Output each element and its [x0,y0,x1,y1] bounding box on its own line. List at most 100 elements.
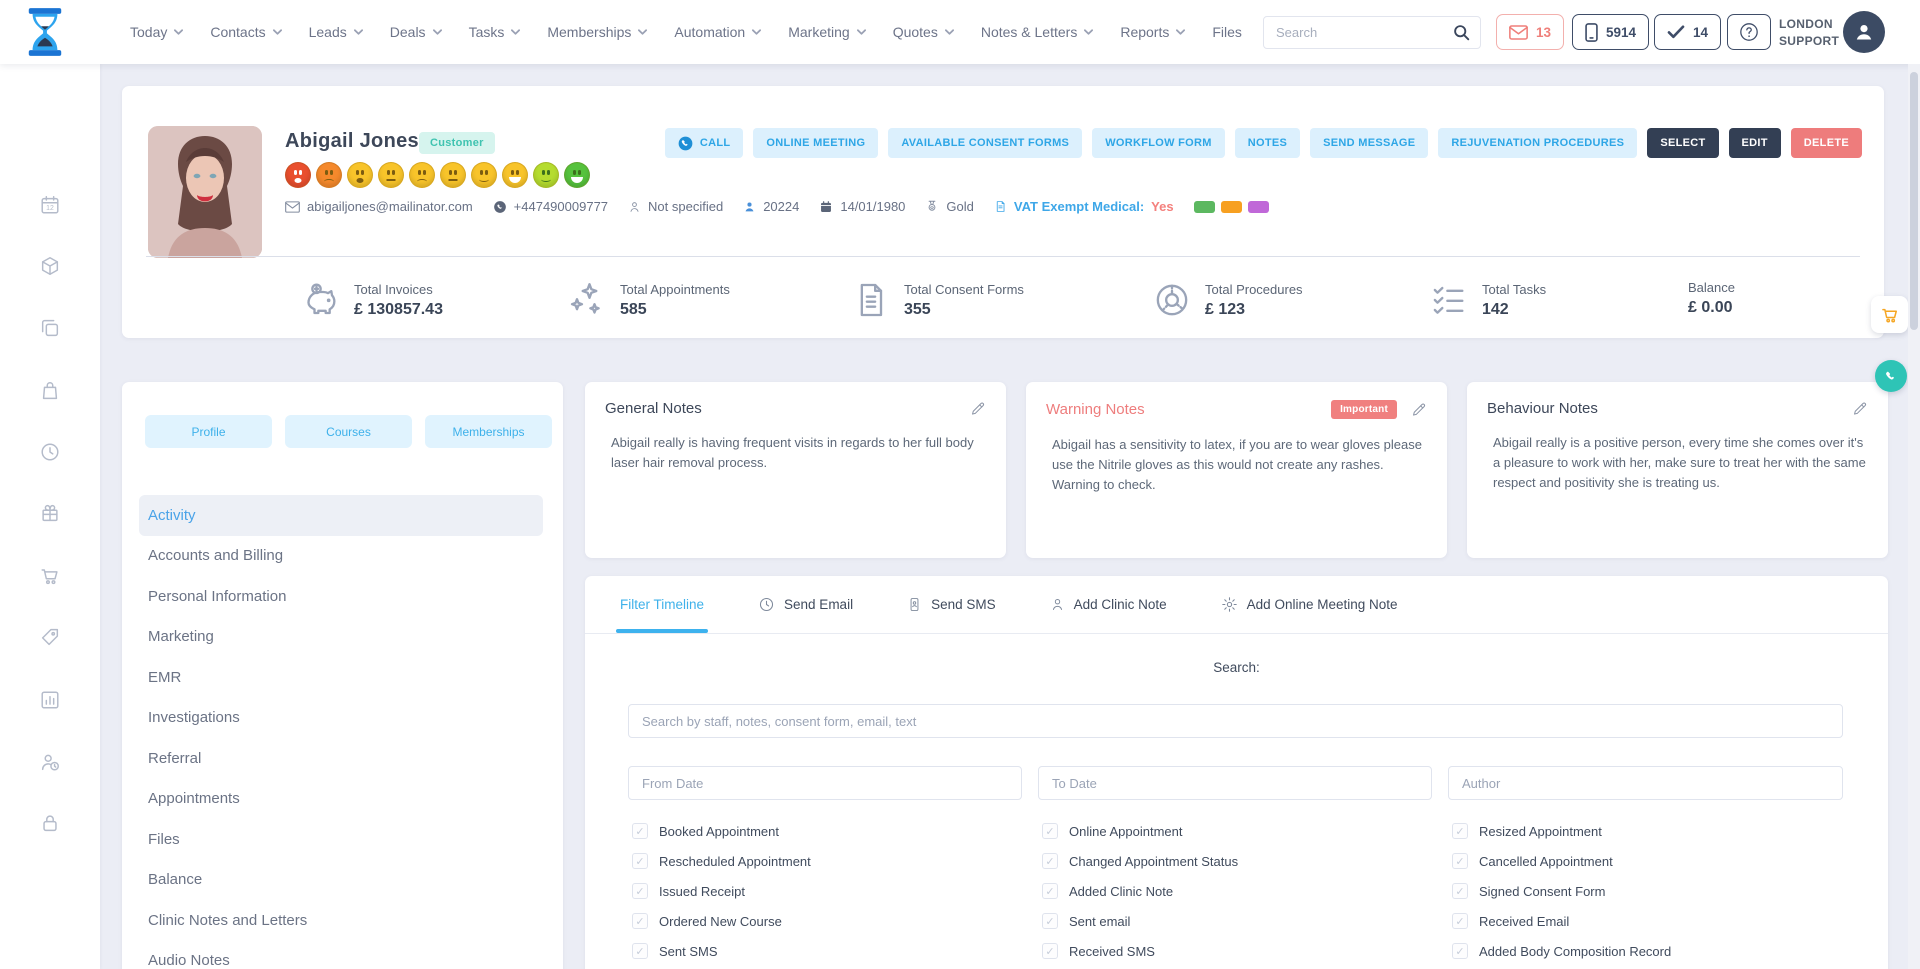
tasks-badge[interactable]: 14 [1654,14,1722,50]
page-scrollbar[interactable] [1908,64,1920,969]
search-button[interactable] [1442,17,1480,48]
cart-icon[interactable] [39,565,61,587]
tab-profile[interactable]: Profile [145,415,272,448]
tab-memberships[interactable]: Memberships [425,415,552,448]
mood-emoji-4[interactable] [378,162,404,188]
lock-icon[interactable] [39,812,61,834]
send-message-button[interactable]: SEND MESSAGE [1310,128,1429,158]
available-consent-forms-button[interactable]: AVAILABLE CONSENT FORMS [888,128,1083,158]
menu-item-referral[interactable]: Referral [148,749,202,767]
rejuvenation-procedures-button[interactable]: REJUVENATION PROCEDURES [1438,128,1638,158]
mood-emoji-1[interactable] [285,162,311,188]
mood-emoji-5[interactable] [409,162,435,188]
menu-item-clinic-notes-and-letters[interactable]: Clinic Notes and Letters [148,911,308,929]
package-icon[interactable] [39,255,61,277]
floating-call-button[interactable] [1875,360,1907,392]
filter-checkbox[interactable]: ✓ Sent SMS [632,936,811,966]
profile-photo[interactable] [148,126,262,258]
tag-chip-purple[interactable] [1247,200,1269,213]
tab-courses[interactable]: Courses [285,415,412,448]
nav-item-tasks[interactable]: Tasks [469,24,521,40]
shopping-bag-icon[interactable] [39,380,61,402]
help-badge[interactable] [1727,14,1771,50]
floating-cart-button[interactable] [1871,296,1908,333]
calendar-icon[interactable]: 12 [39,194,61,216]
menu-item-audio-notes[interactable]: Audio Notes [148,952,230,969]
tab-send-email[interactable]: Send Email [758,576,853,633]
email-field[interactable]: abigailjones@mailinator.com [285,199,473,214]
client-id-field[interactable]: 20224 [743,199,799,214]
mood-emoji-7[interactable] [471,162,497,188]
gender-field[interactable]: Not specified [628,199,723,214]
messages-badge[interactable]: 13 [1496,14,1565,50]
user-clock-icon[interactable] [39,751,61,773]
tier-field[interactable]: Gold [925,199,974,214]
tab-add-clinic-note[interactable]: Add Clinic Note [1050,576,1167,633]
dob-field[interactable]: 14/01/1980 [819,199,905,214]
menu-item-files[interactable]: Files [148,830,180,848]
filter-checkbox[interactable]: ✓ Issued Receipt [632,876,811,906]
edit-pencil-icon[interactable] [970,401,986,417]
scrollbar-thumb[interactable] [1910,72,1918,330]
filter-checkbox[interactable]: ✓ Changed Appointment Status [1042,846,1238,876]
menu-item-emr[interactable]: EMR [148,668,182,686]
menu-item-marketing[interactable]: Marketing [148,628,214,646]
mood-emoji-2[interactable] [316,162,342,188]
edit-pencil-icon[interactable] [1852,401,1868,417]
filter-checkbox[interactable]: ✓ Cancelled Appointment [1452,846,1671,876]
menu-item-balance[interactable]: Balance [148,871,203,889]
phone-field[interactable]: +447490009777 [493,199,608,214]
filter-checkbox[interactable]: ✓ Online Appointment [1042,816,1238,846]
delete-button[interactable]: DELETE [1790,128,1862,158]
mood-emoji-10[interactable] [564,162,590,188]
filter-checkbox[interactable]: ✓ Booked Appointment [632,816,811,846]
nav-item-quotes[interactable]: Quotes [893,24,954,40]
nav-item-deals[interactable]: Deals [390,24,442,40]
edit-pencil-icon[interactable] [1411,402,1427,418]
notes-button[interactable]: NOTES [1234,128,1301,158]
filter-checkbox[interactable]: ✓ Resized Appointment [1452,816,1671,846]
nav-item-today[interactable]: Today [130,24,184,40]
menu-item-accounts-and-billing[interactable]: Accounts and Billing [148,547,284,565]
filter-checkbox[interactable]: ✓ Rescheduled Appointment [632,846,811,876]
menu-item-investigations[interactable]: Investigations [148,709,240,727]
tab-add-online-meeting-note[interactable]: Add Online Meeting Note [1221,576,1398,633]
tab-send-sms[interactable]: Send SMS [907,576,996,633]
filter-checkbox[interactable]: ✓ Received Email [1452,906,1671,936]
author-input[interactable] [1448,766,1843,800]
online-meeting-button[interactable]: ONLINE MEETING [753,128,879,158]
nav-item-leads[interactable]: Leads [309,24,363,40]
nav-item-files[interactable]: Files [1212,24,1242,40]
tag-chip-orange[interactable] [1220,200,1242,213]
tag-chip-green[interactable] [1193,200,1215,213]
mood-emoji-9[interactable] [533,162,559,188]
filter-checkbox[interactable]: ✓ Signed Consent Form [1452,876,1671,906]
workflow-form-button[interactable]: WORKFLOW FORM [1092,128,1225,158]
chart-icon[interactable] [39,689,61,711]
menu-item-personal-information[interactable]: Personal Information [148,587,287,605]
tab-filter-timeline[interactable]: Filter Timeline [615,576,709,633]
nav-item-contacts[interactable]: Contacts [210,24,282,40]
history-icon[interactable] [39,441,61,463]
menu-item-appointments[interactable]: Appointments [148,790,240,808]
timeline-search-input[interactable] [628,704,1843,738]
filter-checkbox[interactable]: ✓ Added Body Composition Record [1452,936,1671,966]
nav-item-notes-letters[interactable]: Notes & Letters [981,24,1094,40]
to-date-input[interactable] [1038,766,1432,800]
tag-icon[interactable] [39,626,61,648]
nav-item-reports[interactable]: Reports [1120,24,1186,40]
gift-icon[interactable] [39,502,61,524]
filter-checkbox[interactable]: ✓ Sent email [1042,906,1238,936]
from-date-input[interactable] [628,766,1022,800]
nav-item-marketing[interactable]: Marketing [788,24,866,40]
vat-exempt-field[interactable]: VAT Exempt Medical: Yes [994,199,1174,214]
calls-badge[interactable]: 5914 [1572,14,1650,50]
user-avatar[interactable] [1843,11,1885,53]
nav-item-memberships[interactable]: Memberships [547,24,648,40]
select-button[interactable]: SELECT [1647,128,1719,158]
call-button[interactable]: CALL [664,128,744,158]
filter-checkbox[interactable]: ✓ Received SMS [1042,936,1238,966]
search-input[interactable] [1264,25,1442,40]
mood-emoji-3[interactable] [347,162,373,188]
mood-emoji-8[interactable] [502,162,528,188]
